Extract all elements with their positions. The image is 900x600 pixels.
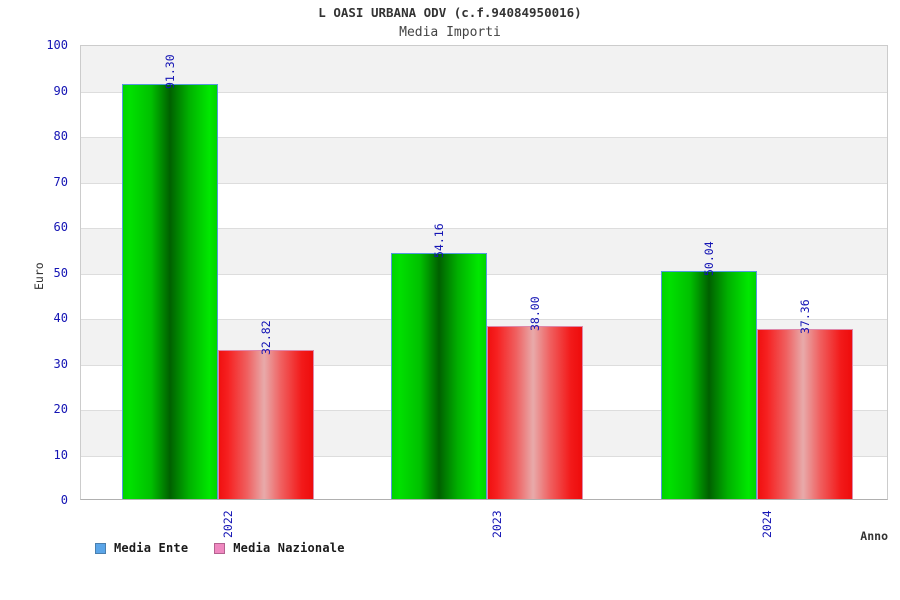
legend-swatch-icon xyxy=(95,542,106,554)
chart-subtitle: Media Importi xyxy=(399,25,501,40)
y-axis-tick-label: 10 xyxy=(53,447,68,462)
bar-media-ente-2023[interactable] xyxy=(391,252,487,499)
bar-value-label: 91.30 xyxy=(163,53,177,89)
bar-value-label: 54.16 xyxy=(432,222,446,258)
bar-value-label: 50.04 xyxy=(702,241,716,277)
bar-value-label: 32.82 xyxy=(259,320,273,355)
legend-swatch-icon xyxy=(214,542,226,554)
bar-value-label: 38.00 xyxy=(528,296,542,332)
x-axis-tick-label-2022: 2022 xyxy=(221,510,235,538)
y-axis-tick-label: 80 xyxy=(53,129,68,143)
bar-media-ente-2024[interactable] xyxy=(661,271,757,499)
bar-value-label: 37.36 xyxy=(798,299,812,334)
chart-legend: Media Ente Media Nazionale xyxy=(95,541,345,555)
x-axis-tick-label-2023: 2023 xyxy=(490,510,504,538)
y-axis-tick-label: 0 xyxy=(60,493,68,507)
y-axis-tick-label: 50 xyxy=(53,265,68,280)
y-axis-tick-label: 60 xyxy=(53,220,68,234)
y-axis-tick-label: 70 xyxy=(53,174,68,189)
gridline xyxy=(81,182,887,184)
y-axis-tick-label: 100 xyxy=(46,38,68,52)
gridline xyxy=(81,91,887,93)
chart-title: L OASI URBANA ODV (c.f.94084950016) xyxy=(318,5,582,20)
y-axis-tick-label: 40 xyxy=(53,311,68,325)
gridline xyxy=(81,228,887,229)
bar-media-nazionale-2023[interactable] xyxy=(487,326,583,499)
x-axis-title: Anno xyxy=(860,529,888,543)
bar-media-nazionale-2022[interactable] xyxy=(218,349,314,499)
y-axis-tick-label: 30 xyxy=(53,356,68,371)
legend-item-media-nazionale[interactable]: Media Nazionale xyxy=(214,541,344,555)
gridline xyxy=(81,137,887,138)
x-axis-tick-label-2024: 2024 xyxy=(760,510,774,538)
plot-area: 91.30 32.82 54.16 38.00 50.04 37.36 xyxy=(80,45,888,500)
y-axis-tick-label: 90 xyxy=(53,83,68,98)
y-axis-tick-label: 20 xyxy=(53,402,68,416)
bar-media-ente-2022[interactable] xyxy=(122,83,218,499)
legend-label: Media Ente xyxy=(114,541,189,555)
bar-media-nazionale-2024[interactable] xyxy=(757,329,853,499)
legend-label: Media Nazionale xyxy=(233,541,345,555)
legend-item-media-ente[interactable]: Media Ente xyxy=(95,541,188,555)
